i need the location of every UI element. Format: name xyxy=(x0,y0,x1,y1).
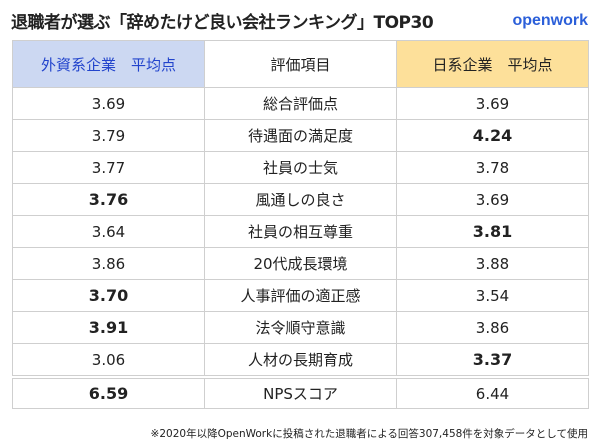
table-row: 3.86 20代成長環境 3.88 xyxy=(12,247,589,280)
item-label: 風通しの良さ xyxy=(204,183,397,216)
foreign-score: 3.79 xyxy=(12,119,205,152)
table-row: 3.70 人事評価の適正感 3.54 xyxy=(12,279,589,312)
japanese-score: 3.69 xyxy=(396,87,589,120)
japanese-score: 3.54 xyxy=(396,279,589,312)
foreign-score: 3.77 xyxy=(12,151,205,184)
japanese-score: 3.78 xyxy=(396,151,589,184)
item-label: 社員の相互尊重 xyxy=(204,215,397,248)
table-row: 3.06 人材の長期育成 3.37 xyxy=(12,343,589,378)
item-label: 20代成長環境 xyxy=(204,247,397,280)
table-row: 3.76 風通しの良さ 3.69 xyxy=(12,183,589,216)
foreign-score: 3.70 xyxy=(12,279,205,312)
item-label: 人事評価の適正感 xyxy=(204,279,397,312)
item-label: 待遇面の満足度 xyxy=(204,119,397,152)
item-label: 総合評価点 xyxy=(204,87,397,120)
header-foreign-average: 外資系企業 平均点 xyxy=(12,40,205,88)
foreign-score: 3.69 xyxy=(12,87,205,120)
foreign-score: 3.91 xyxy=(12,311,205,344)
japanese-score: 6.44 xyxy=(396,375,589,409)
japanese-score: 3.69 xyxy=(396,183,589,216)
table-row: 3.79 待遇面の満足度 4.24 xyxy=(12,119,589,152)
foreign-score: 3.06 xyxy=(12,343,205,378)
table-row: 3.64 社員の相互尊重 3.81 xyxy=(12,215,589,248)
japanese-score: 3.37 xyxy=(396,343,589,378)
foreign-score: 6.59 xyxy=(12,375,205,409)
header-japanese-average: 日系企業 平均点 xyxy=(396,40,589,88)
item-label: 人材の長期育成 xyxy=(204,343,397,378)
table-row: 3.77 社員の士気 3.78 xyxy=(12,151,589,184)
foreign-score: 3.86 xyxy=(12,247,205,280)
item-label: 社員の士気 xyxy=(204,151,397,184)
japanese-score: 3.88 xyxy=(396,247,589,280)
foreign-score: 3.64 xyxy=(12,215,205,248)
table-row: 6.59 NPSスコア 6.44 xyxy=(12,375,589,409)
openwork-logo: openwork xyxy=(512,12,588,29)
table-row: 3.91 法令順守意識 3.86 xyxy=(12,311,589,344)
foreign-score: 3.76 xyxy=(12,183,205,216)
item-label: 法令順守意識 xyxy=(204,311,397,344)
japanese-score: 3.81 xyxy=(396,215,589,248)
japanese-score: 4.24 xyxy=(396,119,589,152)
comparison-table: 外資系企業 平均点 評価項目 日系企業 平均点 3.69 総合評価点 3.69 3.7… xyxy=(12,40,589,409)
page-title: 退職者が選ぶ「辞めたけど良い会社ランキング」TOP30 xyxy=(11,13,434,33)
header-item: 評価項目 xyxy=(204,40,397,88)
japanese-score: 3.86 xyxy=(396,311,589,344)
footnote: ※2020年以降OpenWorkに投稿された退職者による回答307,458件を対… xyxy=(150,428,588,440)
item-label: NPSスコア xyxy=(204,375,397,409)
table-row: 3.69 総合評価点 3.69 xyxy=(12,87,589,120)
